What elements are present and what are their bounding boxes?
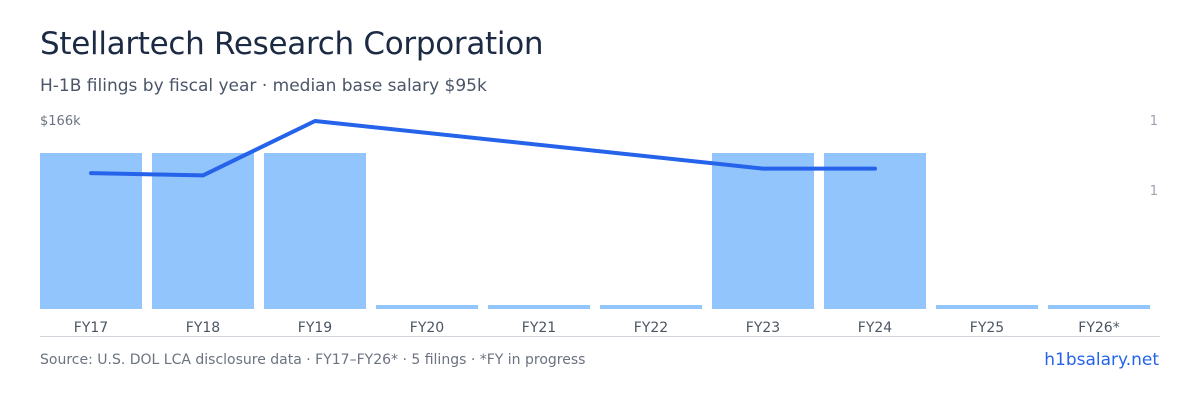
chart-title: Stellartech Research Corporation: [40, 26, 544, 62]
bar-FY17: [40, 153, 142, 309]
bar-FY18: [152, 153, 254, 309]
bar-FY20: [376, 305, 478, 309]
x-tick-label: FY23: [746, 320, 780, 336]
x-tick-label: FY24: [858, 320, 893, 336]
bar-FY23: [712, 153, 814, 309]
source-note: Source: U.S. DOL LCA disclosure data · F…: [40, 352, 586, 368]
salary-line: [89, 119, 877, 178]
x-tick-label: FY22: [634, 320, 668, 336]
bar-FY26: [1048, 305, 1150, 309]
brand-link[interactable]: h1bsalary.net: [1044, 350, 1159, 370]
bar-FY19: [264, 153, 366, 309]
x-tick-label: FY19: [298, 320, 332, 336]
x-tick-label: FY25: [970, 320, 1004, 336]
bar-FY22: [600, 305, 702, 309]
bar-FY24: [824, 153, 926, 309]
x-tick-label: FY21: [522, 320, 556, 336]
x-tick-label: FY17: [74, 320, 108, 336]
bar-FY21: [488, 305, 590, 309]
y-right-tick-label: 1: [1150, 114, 1158, 129]
y-right-tick-label: 1: [1150, 184, 1158, 199]
x-tick-label: FY20: [410, 320, 444, 336]
y-left-tick-label: $166k: [40, 114, 81, 129]
x-tick-label: FY26*: [1078, 320, 1119, 336]
bar-FY25: [936, 305, 1038, 309]
chart-subtitle: H-1B filings by fiscal year · median bas…: [40, 76, 487, 96]
x-tick-label: FY18: [186, 320, 220, 336]
